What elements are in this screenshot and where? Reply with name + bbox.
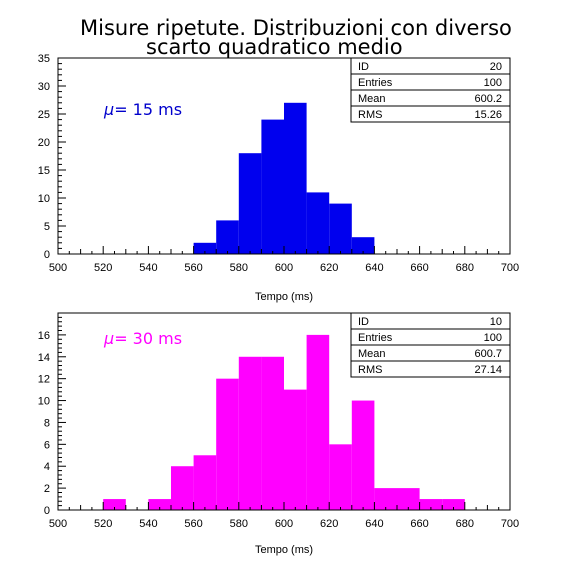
stats-value-entries: 100 bbox=[484, 77, 502, 89]
x-tick-label-500: 500 bbox=[49, 518, 67, 530]
y-tick-label-10: 10 bbox=[38, 193, 50, 205]
stats-value-rms: 27.14 bbox=[474, 364, 502, 376]
x-tick-label-520: 520 bbox=[94, 262, 112, 274]
stats-label-rms: RMS bbox=[358, 364, 382, 376]
histogram-bar-590 bbox=[261, 119, 284, 254]
y-tick-label-20: 20 bbox=[38, 137, 50, 149]
stats-label-entries: Entries bbox=[358, 332, 393, 344]
mu-symbol: μ bbox=[103, 100, 114, 119]
y-tick-label-10: 10 bbox=[38, 396, 50, 408]
stats-value-id: 20 bbox=[490, 61, 502, 73]
histogram-bar-650 bbox=[397, 488, 420, 510]
stats-value-rms: 15.26 bbox=[474, 109, 502, 121]
y-tick-label-35: 35 bbox=[38, 53, 50, 65]
sigma-annotation: μ= 30 ms bbox=[103, 329, 182, 348]
y-tick-label-15: 15 bbox=[38, 165, 50, 177]
y-tick-label-6: 6 bbox=[44, 439, 50, 451]
histogram-bar-570 bbox=[216, 220, 239, 254]
sigma-value-text: = 30 ms bbox=[114, 329, 182, 348]
x-tick-label-620: 620 bbox=[320, 262, 338, 274]
x-tick-label-640: 640 bbox=[365, 262, 383, 274]
x-tick-label-640: 640 bbox=[365, 518, 383, 530]
x-tick-label-660: 660 bbox=[410, 262, 428, 274]
histogram-bar-610 bbox=[306, 192, 330, 254]
histogram-bar-570 bbox=[216, 378, 239, 510]
x-tick-label-700: 700 bbox=[501, 518, 519, 530]
histogram-bar-590 bbox=[261, 356, 284, 510]
histogram-bar-600 bbox=[284, 102, 307, 254]
x-tick-label-660: 660 bbox=[410, 518, 428, 530]
x-axis-label: Tempo (ms) bbox=[255, 544, 313, 556]
histogram-bar-560 bbox=[193, 242, 217, 254]
y-tick-label-4: 4 bbox=[44, 461, 50, 473]
histogram-bar-620 bbox=[329, 444, 352, 510]
mu-symbol: μ bbox=[103, 329, 114, 348]
histogram-bar-560 bbox=[193, 455, 217, 510]
x-tick-label-580: 580 bbox=[230, 518, 248, 530]
y-tick-label-30: 30 bbox=[38, 81, 50, 93]
sigma-value-text: = 15 ms bbox=[114, 100, 182, 119]
x-tick-label-620: 620 bbox=[320, 518, 338, 530]
y-tick-label-0: 0 bbox=[44, 505, 50, 517]
y-tick-label-0: 0 bbox=[44, 249, 50, 261]
stats-label-entries: Entries bbox=[358, 77, 393, 89]
stats-label-mean: Mean bbox=[358, 93, 386, 105]
y-tick-label-2: 2 bbox=[44, 483, 50, 495]
histogram-bar-620 bbox=[329, 203, 352, 254]
histogram-bar-630 bbox=[351, 237, 375, 254]
stats-label-id: ID bbox=[358, 61, 369, 73]
histogram-bar-580 bbox=[238, 356, 262, 510]
histogram-bar-630 bbox=[351, 400, 375, 510]
stats-label-id: ID bbox=[358, 316, 369, 328]
stats-value-mean: 600.2 bbox=[474, 93, 502, 105]
histogram-bar-600 bbox=[284, 389, 307, 510]
x-tick-label-560: 560 bbox=[184, 262, 202, 274]
y-tick-label-16: 16 bbox=[38, 330, 50, 342]
y-tick-label-8: 8 bbox=[44, 417, 50, 429]
y-tick-label-14: 14 bbox=[38, 352, 50, 364]
stats-value-entries: 100 bbox=[484, 332, 502, 344]
histogram-bar-550 bbox=[171, 466, 194, 510]
stats-label-rms: RMS bbox=[358, 109, 382, 121]
histogram-bar-660 bbox=[419, 499, 443, 510]
sigma-annotation: μ= 15 ms bbox=[103, 100, 182, 119]
x-tick-label-600: 600 bbox=[275, 518, 293, 530]
x-tick-label-500: 500 bbox=[49, 262, 67, 274]
stats-label-mean: Mean bbox=[358, 348, 386, 360]
stats-value-mean: 600.7 bbox=[474, 348, 502, 360]
x-tick-label-540: 540 bbox=[139, 518, 157, 530]
x-tick-label-520: 520 bbox=[94, 518, 112, 530]
histogram-panel-top: 500 520 540 560 580 600 620 640 660 680 700 0 5 10 15 2… bbox=[38, 53, 519, 303]
figure-title-line1: Misure ripetute. Distribuzioni con diver… bbox=[80, 16, 512, 40]
x-tick-label-540: 540 bbox=[139, 262, 157, 274]
histogram-bar-670 bbox=[442, 499, 465, 510]
x-tick-label-680: 680 bbox=[456, 262, 474, 274]
y-tick-label-12: 12 bbox=[38, 374, 50, 386]
histogram-panel-bottom: 500 520 540 560 580 600 620 640 660 680 700 0 2 4 6 8 10… bbox=[38, 312, 519, 556]
y-tick-label-5: 5 bbox=[44, 221, 50, 233]
histogram-bar-640 bbox=[374, 488, 397, 510]
x-axis-label: Tempo (ms) bbox=[255, 291, 313, 303]
x-tick-label-600: 600 bbox=[275, 262, 293, 274]
histogram-bar-610 bbox=[306, 334, 330, 510]
histogram-bar-580 bbox=[238, 153, 262, 254]
histogram-bar-540 bbox=[148, 499, 171, 510]
x-tick-label-560: 560 bbox=[184, 518, 202, 530]
x-tick-label-700: 700 bbox=[501, 262, 519, 274]
x-tick-label-680: 680 bbox=[456, 518, 474, 530]
x-tick-label-580: 580 bbox=[230, 262, 248, 274]
histogram-bar-520 bbox=[103, 499, 126, 510]
y-tick-label-25: 25 bbox=[38, 109, 50, 121]
figure-title-line2: scarto quadratico medio bbox=[146, 35, 403, 59]
stats-value-id: 10 bbox=[490, 316, 502, 328]
